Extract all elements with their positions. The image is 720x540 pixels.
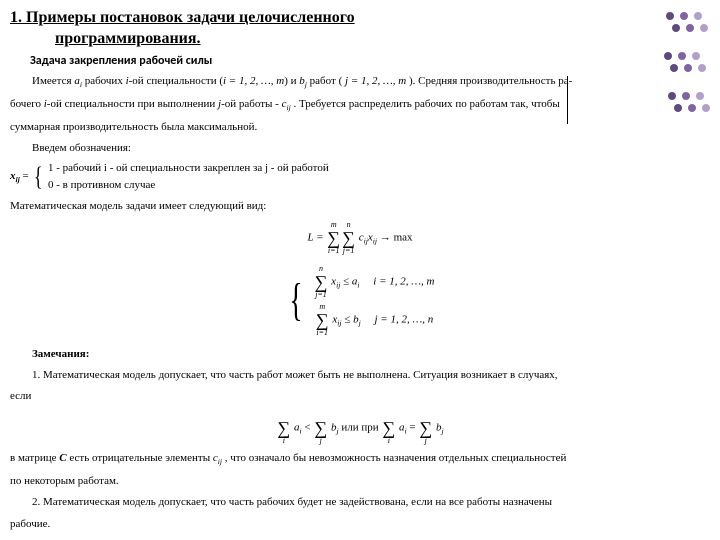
remark-2b: рабочие.: [10, 517, 710, 532]
remark-1c: в матрице C есть отрицательные элементы …: [10, 451, 710, 468]
remark-2a: 2. Математическая модель допускает, что …: [10, 495, 710, 510]
remark-1d: по некоторым работам.: [10, 474, 710, 489]
model-label: Математическая модель задачи имеет следу…: [10, 199, 710, 214]
remark-1b: если: [10, 389, 710, 404]
xij-definition: xij = { 1 - рабочий i - ой специальности…: [10, 160, 710, 193]
paragraph-intro-2: бочего i-ой специальности при выполнении…: [10, 97, 710, 114]
paragraph-intro-3: суммарная производительность была максим…: [10, 120, 710, 135]
remark-1a: 1. Математическая модель допускает, что …: [10, 368, 710, 383]
vertical-line: [567, 76, 568, 124]
subtitle: Задача закрепления рабочей силы: [10, 54, 710, 68]
inequality: ∑i ai < ∑j bj или при ∑i ai = ∑j bj: [10, 411, 710, 445]
notation-label: Введем обозначения:: [10, 141, 710, 156]
title-line1: 1. Примеры постановок задачи целочисленн…: [10, 9, 355, 26]
page-title: 1. Примеры постановок задачи целочисленн…: [10, 8, 710, 50]
objective: L = m∑i=1n∑j=1 cijxij → max: [10, 221, 710, 255]
title-line2: программирования.: [10, 30, 201, 47]
constraints: { n∑j=1 xij ≤ ai i = 1, 2, …, m m∑i=1 xi…: [10, 261, 710, 341]
remarks-title: Замечания:: [10, 347, 710, 362]
paragraph-intro: Имеется ai рабочих i-ой специальности (i…: [10, 74, 710, 91]
